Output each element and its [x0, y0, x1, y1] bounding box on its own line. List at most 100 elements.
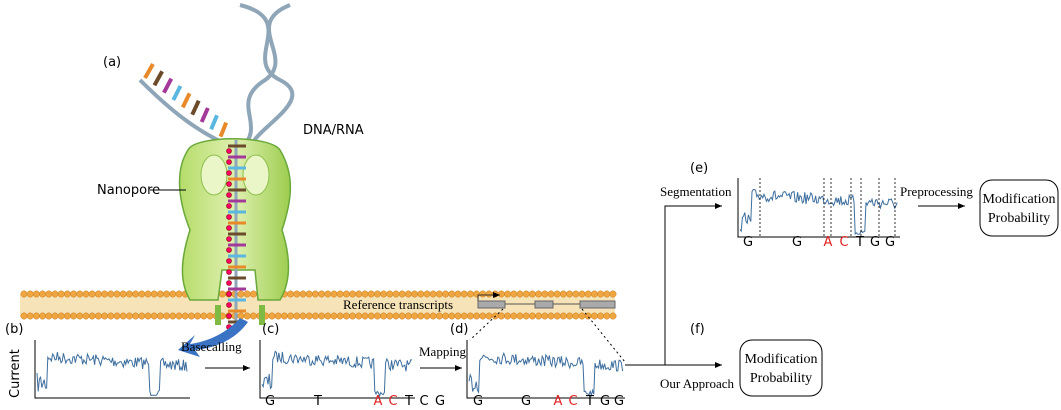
phosphate [227, 292, 232, 297]
lipid-head [573, 291, 579, 297]
lipid-head [362, 313, 368, 319]
panel-label: (b) [5, 322, 23, 337]
page: body { margin: 0; background: #fff; font… [0, 0, 1061, 410]
lipid-head [473, 291, 479, 297]
lipid-head [33, 291, 39, 297]
base-label: G [743, 235, 753, 250]
lipid-head [194, 313, 200, 319]
signal-trace [37, 352, 187, 395]
panel-label: (a) [103, 55, 121, 70]
lipid-head [610, 313, 616, 319]
lipid-head [27, 291, 33, 297]
lipid-head [250, 291, 256, 297]
axis-label: Current [8, 349, 23, 398]
lipid-head [579, 313, 585, 319]
lipid-head [331, 291, 337, 297]
nucleotide [192, 101, 199, 115]
lipid-head [542, 291, 548, 297]
lipid-head [498, 291, 504, 297]
lipid-head [101, 291, 107, 297]
phosphate [227, 281, 232, 286]
lipid-head [70, 291, 76, 297]
lipid-head [207, 313, 213, 319]
lipid-head [331, 313, 337, 319]
lipid-head [300, 291, 306, 297]
base-label: G [600, 394, 610, 409]
figure: (a) DNA/RNA Nanopore (b) (c) (d) (e) (f)… [0, 0, 1061, 410]
lipid-head [145, 291, 151, 297]
lipid-head [504, 291, 510, 297]
lipid-head [64, 291, 70, 297]
lipid-head [33, 313, 39, 319]
base-label: G [435, 394, 445, 409]
lipid-head [442, 313, 448, 319]
lipid-head [597, 313, 603, 319]
lipid-head [27, 313, 33, 319]
panel-label: (f) [690, 322, 705, 337]
lipid-head [554, 313, 560, 319]
arrow [625, 206, 722, 365]
lipid-head [312, 291, 318, 297]
lipid-head [380, 313, 386, 319]
lipid-head [306, 291, 312, 297]
lipid-head [480, 291, 486, 297]
lipid-head [356, 313, 362, 319]
lipid-head [455, 313, 461, 319]
lipid-head [523, 291, 529, 297]
phosphate [227, 248, 232, 253]
box-text: Modification [744, 352, 817, 367]
base-label: G [885, 235, 895, 250]
lipid-head [101, 313, 107, 319]
lipid-head [151, 291, 157, 297]
base-label: A [554, 394, 563, 409]
lipid-head [312, 313, 318, 319]
nucleotide [173, 86, 180, 100]
lipid-head [318, 313, 324, 319]
nucleotide [183, 93, 190, 107]
lipid-head [52, 313, 58, 319]
signal-trace [262, 351, 412, 396]
pore-lobe [243, 155, 269, 195]
label: Nanopore [97, 183, 160, 198]
lipid-head [610, 291, 616, 297]
nucleotide [211, 115, 217, 129]
base-label: T [585, 394, 594, 409]
lipid-head [399, 313, 405, 319]
phosphate [227, 314, 232, 319]
lipid-head [244, 291, 250, 297]
phosphate [227, 270, 232, 275]
lipid-head [585, 291, 591, 297]
lipid-head [219, 291, 225, 297]
lipid-head [89, 291, 95, 297]
axes [35, 340, 190, 398]
lipid-head [591, 291, 597, 297]
base-label: T [855, 235, 864, 250]
lipid-head [498, 313, 504, 319]
nucleotide [145, 64, 153, 78]
lipid-head [188, 313, 194, 319]
base-label: G [521, 394, 531, 409]
membrane [20, 291, 616, 319]
lipid-head [151, 313, 157, 319]
lipid-head [170, 291, 176, 297]
lipid-head [170, 313, 176, 319]
lipid-head [548, 291, 554, 297]
base-label: C [388, 394, 397, 409]
base-label: G [614, 394, 624, 409]
panel-label: (d) [450, 322, 468, 337]
axes [260, 340, 415, 398]
lipid-head [287, 313, 293, 319]
lipid-head [343, 313, 349, 319]
phosphate [227, 160, 232, 165]
lipid-head [95, 291, 101, 297]
lipid-head [591, 313, 597, 319]
lipid-head [77, 313, 83, 319]
lipid-head [517, 291, 523, 297]
lipid-head [46, 291, 52, 297]
lipid-head [163, 313, 169, 319]
lipid-head [405, 313, 411, 319]
lipid-head [238, 291, 244, 297]
lipid-head [579, 291, 585, 297]
lipid-head [132, 291, 138, 297]
phosphate [227, 171, 232, 176]
